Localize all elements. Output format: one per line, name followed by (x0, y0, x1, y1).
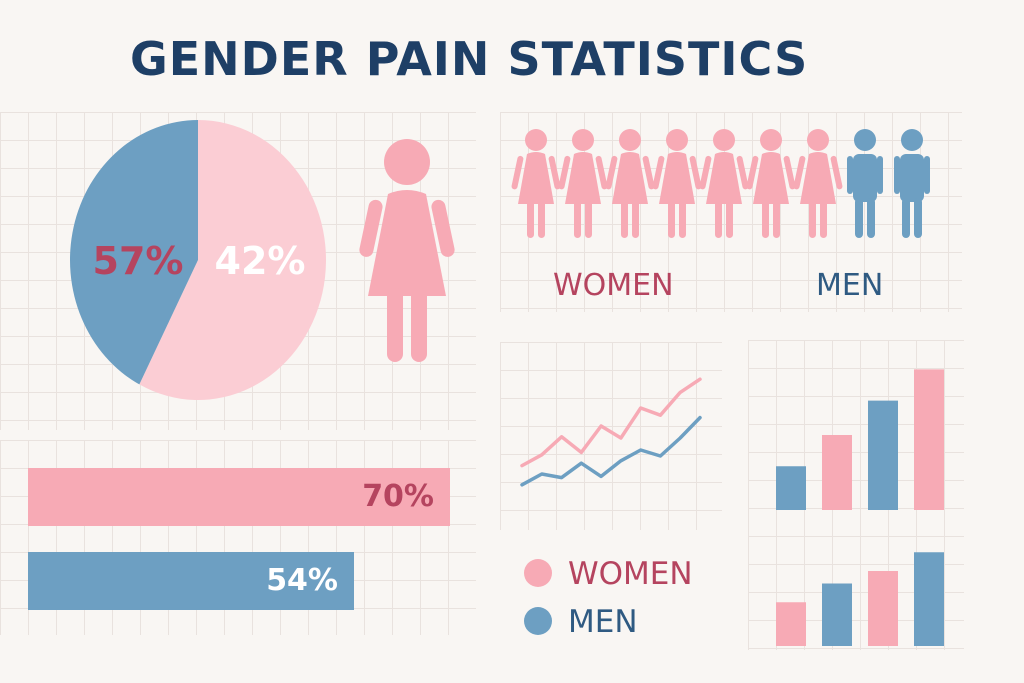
woman-icon (558, 129, 608, 238)
pie-chart: 57% 42% (70, 120, 326, 400)
hbar-women: 70% (28, 468, 450, 526)
legend-men-label: MEN (568, 604, 638, 640)
vbar-top-bar-1 (776, 466, 806, 510)
hbar-men: 54% (28, 552, 354, 610)
vbar-bottom-bar-3 (868, 571, 898, 646)
woman-icon (605, 129, 655, 238)
legend-women: WOMEN (524, 556, 693, 592)
woman-icon (793, 129, 843, 238)
pie-slice-women (139, 120, 326, 400)
vbar-top-bar-2 (822, 435, 852, 510)
woman-icon (652, 129, 702, 238)
hbar-women-label: 70% (362, 479, 434, 514)
page-title: GENDER PAIN STATISTICS (130, 32, 809, 86)
hbar-men-label: 54% (266, 563, 338, 598)
vbar-chart-bottom (776, 552, 944, 646)
legend-men: MEN (524, 604, 638, 640)
legend-women-label: WOMEN (568, 556, 693, 592)
woman-figure-icon (359, 139, 455, 362)
vbar-bottom-bar-4 (914, 552, 944, 646)
vbar-top-bar-4 (914, 369, 944, 510)
woman-icon (511, 129, 561, 238)
pie-label-men: 42% (215, 239, 306, 283)
man-icon (847, 129, 883, 238)
line-series-men (520, 415, 702, 487)
grid-background-line (500, 342, 722, 530)
woman-icon (746, 129, 796, 238)
vbar-bottom-bar-1 (776, 602, 806, 646)
legend-women-dot (524, 558, 552, 587)
pie-slice-men (70, 120, 198, 385)
vbar-bottom-bar-2 (822, 583, 852, 646)
pictogram-men-label: MEN (816, 268, 884, 303)
pie-label-women: 57% (93, 239, 184, 283)
legend-men-dot (524, 606, 552, 635)
pictogram-people (511, 129, 930, 238)
pictogram-women-label: WOMEN (553, 268, 674, 303)
vbar-chart-top (776, 369, 944, 510)
line-series-women (520, 377, 702, 468)
woman-icon (699, 129, 749, 238)
vbar-top-bar-3 (868, 400, 898, 510)
line-chart (520, 377, 702, 487)
man-icon (894, 129, 930, 238)
